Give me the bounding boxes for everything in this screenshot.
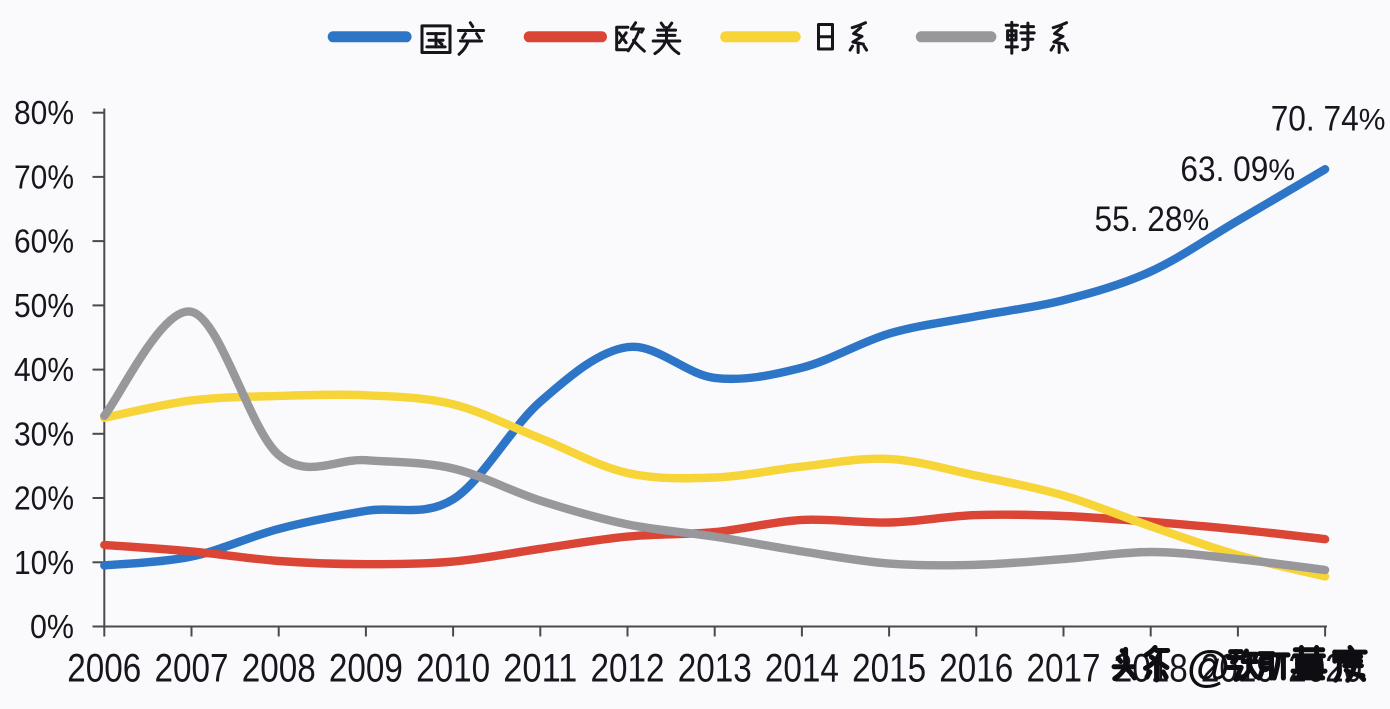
svg-text:2016: 2016 [939,647,1013,691]
svg-text:80%: 80% [14,95,74,132]
svg-text:50%: 50% [14,288,74,325]
svg-text:2011: 2011 [503,647,577,691]
svg-text:2008: 2008 [242,647,316,691]
svg-text:2006: 2006 [67,647,141,691]
svg-text:2007: 2007 [155,647,229,691]
svg-text:0%: 0% [30,609,74,646]
svg-text:2010: 2010 [416,647,490,691]
svg-text:70%: 70% [14,159,74,196]
svg-text:20%: 20% [14,481,74,518]
svg-text:2013: 2013 [678,647,752,691]
svg-text:63. 09%: 63. 09% [1180,149,1295,189]
svg-text:2015: 2015 [852,647,926,691]
svg-text:2014: 2014 [765,647,839,691]
svg-text:2017: 2017 [1027,647,1101,691]
svg-text:30%: 30% [14,416,74,453]
svg-text:10%: 10% [14,545,74,582]
svg-text:70. 74%: 70. 74% [1271,99,1386,139]
svg-text:2009: 2009 [329,647,403,691]
svg-text:40%: 40% [14,352,74,389]
svg-text:@: @ [1187,642,1230,691]
svg-text:60%: 60% [14,224,74,261]
svg-text:2012: 2012 [591,647,665,691]
svg-text:55. 28%: 55. 28% [1095,199,1210,239]
